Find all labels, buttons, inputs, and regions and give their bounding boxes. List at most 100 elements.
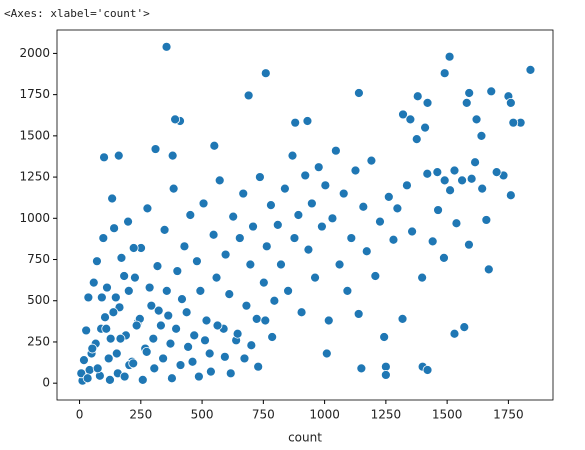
point — [153, 305, 164, 316]
point — [201, 315, 212, 326]
point — [466, 173, 477, 184]
point — [449, 328, 460, 339]
point — [205, 366, 216, 377]
point — [477, 183, 488, 194]
point — [402, 180, 412, 191]
point — [243, 90, 254, 101]
point — [439, 175, 450, 186]
point — [269, 295, 280, 306]
point — [388, 234, 399, 245]
point — [92, 256, 102, 267]
point — [350, 165, 361, 176]
point — [321, 348, 332, 359]
point — [422, 365, 433, 375]
point — [111, 348, 122, 359]
point — [245, 259, 256, 270]
point — [323, 315, 334, 326]
point — [198, 198, 209, 209]
point — [92, 363, 103, 374]
point — [302, 116, 313, 126]
point — [470, 157, 480, 168]
point — [102, 282, 112, 293]
point — [96, 292, 107, 303]
point — [246, 340, 257, 351]
point — [142, 203, 153, 214]
point — [109, 223, 119, 234]
point — [353, 309, 364, 319]
point — [110, 292, 121, 303]
point — [76, 368, 87, 379]
point — [185, 210, 196, 220]
x-tick-label: 1250 — [371, 408, 402, 422]
point — [87, 343, 98, 354]
point — [88, 277, 99, 288]
point — [356, 363, 367, 374]
point — [407, 226, 417, 237]
point — [420, 122, 430, 133]
y-tick-label: 500 — [27, 293, 50, 307]
point — [361, 246, 372, 257]
point — [103, 353, 114, 364]
point — [98, 233, 109, 243]
point — [491, 167, 502, 178]
point — [165, 338, 176, 349]
point — [505, 97, 516, 108]
y-tick-label: 0 — [42, 376, 50, 390]
point — [107, 193, 118, 204]
point — [105, 374, 115, 385]
point — [100, 312, 110, 323]
point — [392, 203, 403, 214]
point — [417, 272, 428, 283]
point — [412, 91, 423, 102]
point — [119, 271, 130, 281]
point — [464, 88, 475, 98]
point — [296, 307, 307, 318]
point — [342, 285, 353, 296]
x-tick-label: 1500 — [432, 408, 463, 422]
point — [320, 180, 331, 191]
point — [158, 353, 169, 364]
point — [175, 360, 186, 370]
point — [375, 216, 385, 227]
point — [397, 313, 408, 324]
point — [427, 236, 438, 247]
point — [161, 285, 172, 296]
point — [303, 244, 314, 255]
point — [141, 346, 152, 357]
point — [476, 130, 487, 141]
point — [380, 361, 391, 372]
point — [334, 259, 345, 270]
point — [358, 201, 369, 212]
point — [192, 256, 202, 267]
point — [380, 370, 391, 380]
point — [181, 307, 192, 318]
point — [225, 368, 236, 379]
point — [83, 292, 94, 303]
point — [248, 221, 258, 232]
point — [211, 272, 222, 283]
point — [238, 188, 249, 199]
point — [177, 294, 187, 304]
point — [123, 216, 133, 227]
point — [317, 221, 327, 232]
point — [161, 41, 172, 52]
point — [220, 249, 231, 260]
point — [99, 152, 109, 163]
point — [338, 188, 349, 199]
point — [159, 224, 170, 235]
point — [464, 239, 474, 250]
y-tick-label: 750 — [27, 252, 50, 266]
point — [293, 210, 304, 220]
point — [204, 348, 215, 359]
point — [183, 342, 194, 352]
point — [150, 144, 161, 154]
point — [228, 211, 239, 222]
point — [505, 190, 516, 201]
point — [119, 371, 130, 382]
point — [81, 325, 92, 336]
point — [239, 353, 250, 364]
point — [171, 323, 181, 334]
point — [405, 114, 416, 125]
point — [457, 175, 467, 186]
